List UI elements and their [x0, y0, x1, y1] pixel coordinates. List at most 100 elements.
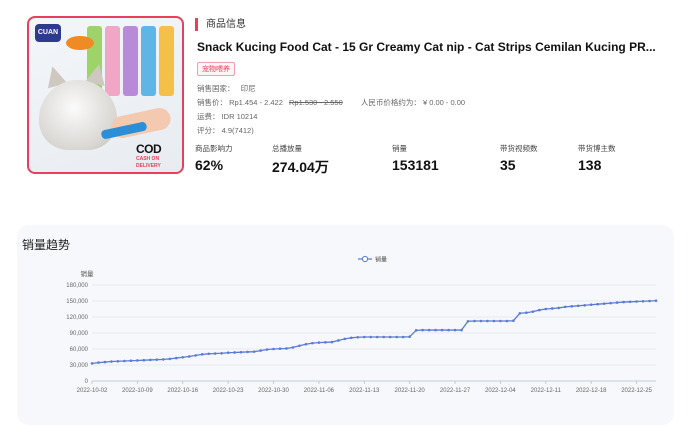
legend-marker	[361, 255, 369, 263]
data-point	[207, 352, 210, 356]
data-point	[142, 358, 146, 362]
y-tick-label: 0	[85, 379, 89, 385]
data-point	[181, 355, 185, 359]
x-tick-label: 2022-10-30	[258, 388, 289, 394]
brand-logo: CUAN	[35, 24, 61, 42]
product-strip	[141, 26, 156, 96]
x-tick-label: 2022-11-20	[395, 388, 426, 394]
product-title[interactable]: Snack Kucing Food Cat - 15 Gr Creamy Cat…	[197, 40, 656, 54]
data-point	[596, 302, 599, 306]
rmb-label: 人民币价格约为：	[360, 98, 421, 107]
x-tick-label: 2022-12-25	[621, 388, 652, 394]
shipping-label: 运费：	[197, 112, 220, 121]
stat-label: 带货博主数	[578, 144, 616, 153]
data-point	[557, 306, 561, 310]
data-point	[589, 303, 593, 307]
legend-label: 销量	[375, 256, 387, 264]
fish-graphic	[66, 36, 94, 50]
data-point	[460, 328, 463, 332]
data-point	[388, 335, 392, 339]
data-point	[486, 319, 489, 323]
data-point	[563, 305, 567, 309]
data-point	[110, 360, 113, 363]
data-point	[427, 328, 431, 332]
data-point	[220, 351, 223, 355]
x-tick-label: 2022-11-06	[304, 388, 335, 394]
data-point	[194, 354, 198, 357]
data-point	[90, 362, 94, 365]
stat-value: 153181	[392, 157, 439, 173]
data-point	[609, 301, 612, 305]
data-point	[246, 350, 249, 354]
product-image[interactable]: CUAN COD CASH ON DELIVERY	[27, 16, 184, 174]
data-point	[265, 348, 269, 351]
data-point	[654, 299, 658, 303]
data-point	[174, 356, 178, 360]
original-price: Rp1.530 - 2.550	[288, 98, 343, 107]
y-tick-label: 90,000	[70, 331, 89, 337]
data-point	[375, 335, 379, 339]
data-point	[421, 328, 424, 332]
data-point	[583, 303, 586, 307]
product-strip	[105, 26, 120, 96]
data-point	[200, 353, 204, 356]
price-row: 销售价： Rp1.454 - 2.422 Rp1.530 - 2.550 人民币…	[197, 97, 465, 108]
stat-label: 商品影响力	[195, 144, 233, 153]
stat-sales: 销量 153181	[392, 143, 439, 173]
x-tick-label: 2022-12-11	[531, 388, 562, 394]
data-point	[434, 328, 437, 332]
data-point	[544, 307, 548, 311]
section-title: 商品信息	[195, 18, 246, 31]
series-line	[91, 300, 657, 365]
stat-value: 35	[500, 157, 516, 173]
rating-row: 评分： 4.9(7412)	[197, 125, 254, 136]
data-point	[362, 335, 366, 339]
data-point	[168, 357, 172, 361]
data-point	[350, 336, 353, 340]
data-point	[622, 300, 625, 304]
product-strip	[159, 26, 174, 96]
data-point	[453, 328, 457, 332]
data-point	[414, 329, 418, 332]
data-point	[259, 349, 262, 352]
data-point	[103, 360, 107, 364]
data-point	[641, 299, 645, 303]
data-point	[233, 351, 236, 354]
data-point	[337, 339, 340, 342]
data-point	[304, 342, 308, 346]
data-point	[97, 361, 100, 364]
data-point	[628, 300, 632, 304]
data-point	[615, 301, 619, 304]
data-point	[550, 307, 554, 310]
stat-creator-count: 带货博主数 138	[578, 143, 616, 173]
cod-badge: COD CASH ON DELIVERY	[136, 142, 162, 169]
data-point	[317, 341, 321, 344]
data-point	[401, 335, 405, 339]
sales-country-row: 销售国家： 印尼	[197, 83, 256, 94]
data-point	[330, 340, 334, 344]
country-label: 销售国家：	[197, 84, 235, 93]
stat-influence: 商品影响力 62%	[195, 143, 233, 173]
stat-label: 总播放量	[272, 144, 302, 153]
data-point	[278, 347, 282, 351]
stat-total-plays: 总播放量 274.04万	[272, 143, 329, 177]
stat-value: 138	[578, 157, 602, 173]
y-tick-label: 30,000	[70, 363, 89, 369]
data-point	[226, 351, 230, 355]
data-point	[440, 328, 444, 332]
data-point	[602, 302, 606, 305]
stat-label: 带货视频数	[500, 144, 538, 153]
data-point	[136, 359, 139, 362]
stat-video-count: 带货视频数 35	[500, 143, 538, 173]
data-point	[311, 341, 314, 345]
country-value: 印尼	[240, 84, 256, 93]
x-tick-label: 2022-12-18	[576, 388, 607, 394]
data-point	[408, 335, 411, 339]
data-point	[239, 350, 243, 354]
data-point	[155, 358, 159, 361]
data-point	[285, 347, 288, 350]
x-tick-label: 2022-12-04	[485, 388, 516, 394]
data-point	[382, 335, 386, 339]
data-point	[162, 358, 165, 361]
